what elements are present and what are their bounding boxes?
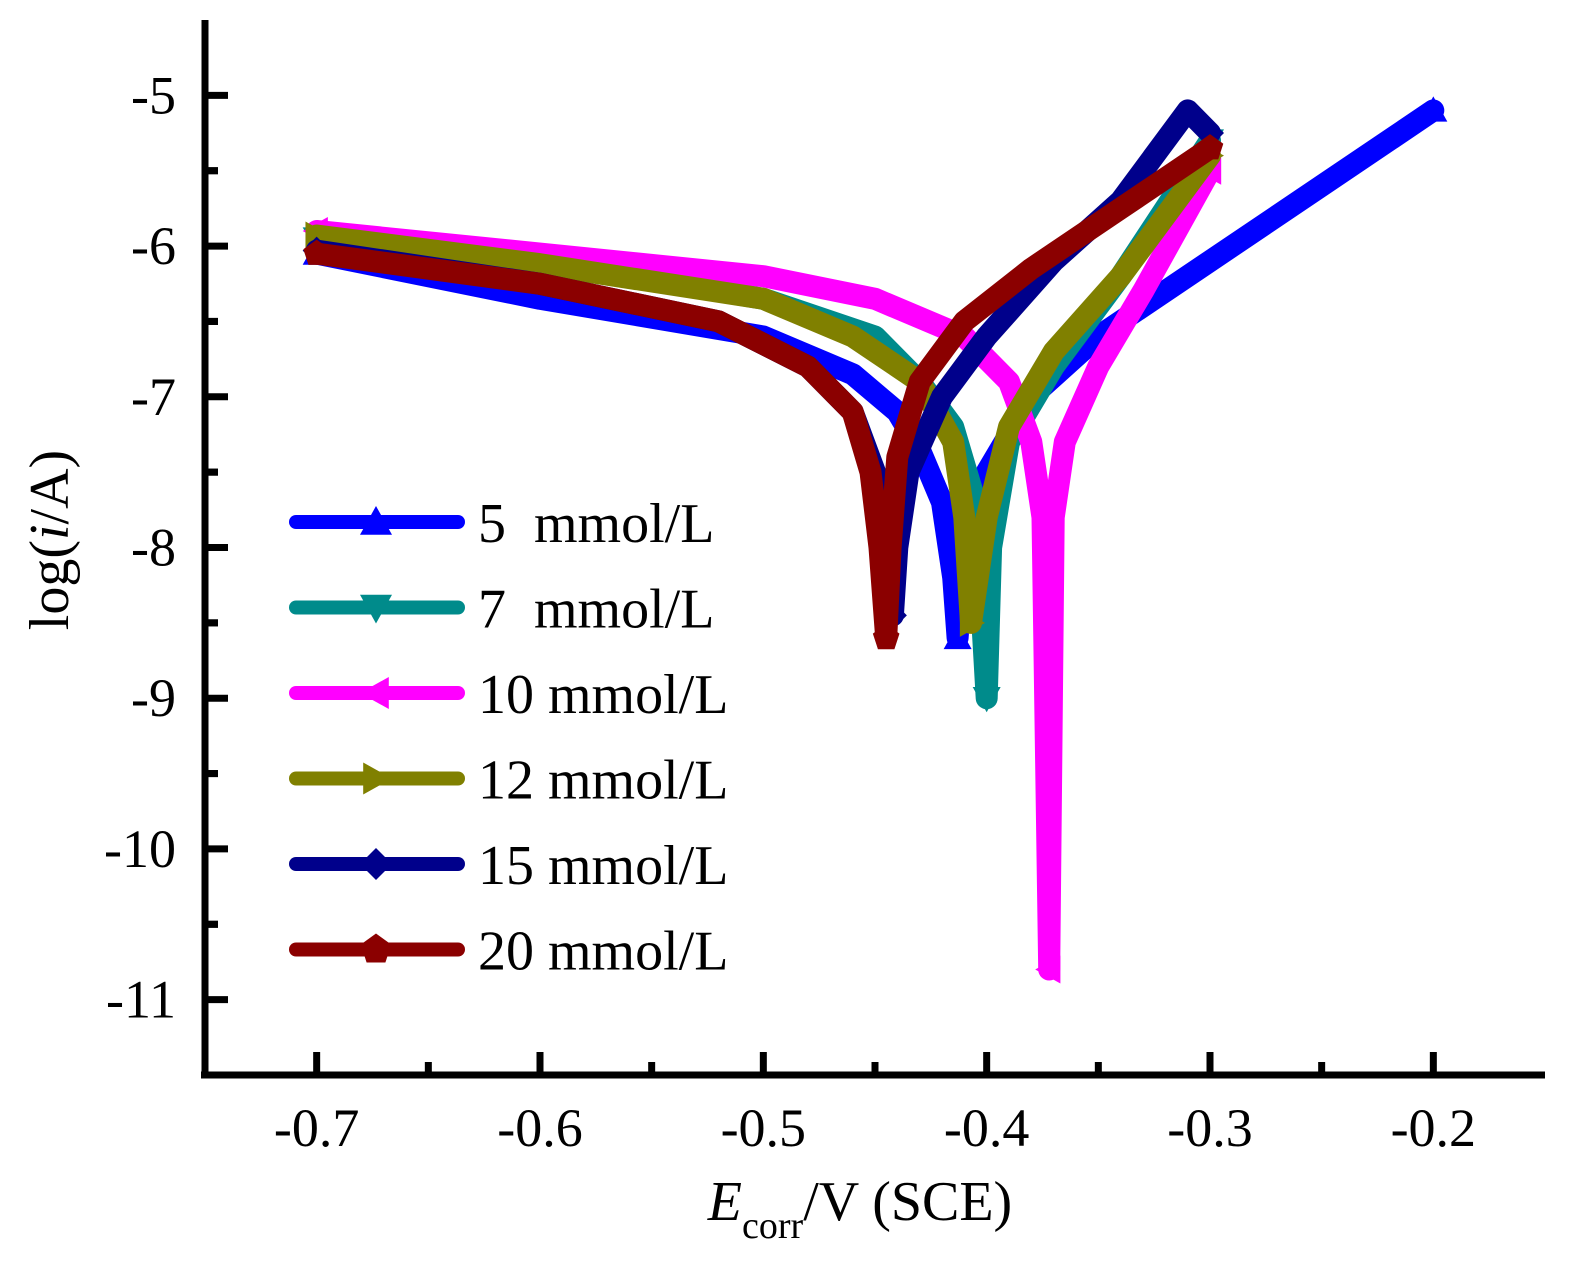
legend-swatch-marker: [360, 594, 392, 624]
series-point: [1196, 134, 1224, 160]
x-tick-label: -0.2: [1391, 1098, 1476, 1158]
legend-item: 12 mmol/L: [289, 750, 728, 812]
series-point: [943, 623, 972, 650]
x-tick-label: -0.7: [274, 1098, 359, 1158]
y-tick-label: -7: [131, 367, 176, 427]
legend-label: 15 mmol/L: [478, 835, 728, 897]
series-point: [1419, 96, 1448, 122]
y-axis-label: log(i/A): [19, 450, 81, 630]
legend-item: 5 mmol/L: [289, 493, 714, 555]
ticks-layer: -0.7 -0.6 -0.5 -0.4 -0.3 -0.2 -5 -6 -7 -8 -9 -10 -11: [104, 65, 1476, 1158]
y-tick-label: -8: [131, 518, 176, 578]
y-tick-label: -11: [106, 970, 176, 1030]
legend-swatch-marker: [363, 762, 392, 795]
legend-item: 10 mmol/L: [289, 664, 728, 726]
legend-swatch-marker: [360, 677, 389, 709]
x-tick-label: -0.6: [497, 1098, 582, 1158]
legend-item: 7 mmol/L: [289, 579, 714, 641]
x-axis-label-sub: corr: [742, 1205, 804, 1247]
series-point: [959, 608, 986, 637]
legend-label: 5 mmol/L: [478, 493, 714, 555]
series-point: [303, 239, 330, 265]
legend-label: 12 mmol/L: [478, 750, 728, 812]
legend-item: 20 mmol/L: [289, 921, 728, 983]
legend-label: 7 mmol/L: [478, 579, 714, 641]
legend: 5 mmol/L 7 mmol/L 10 mmol/L 12 mmol/L 15 mmo…: [289, 493, 728, 983]
y-tick-label: -5: [131, 65, 176, 125]
legend-swatch-marker: [360, 506, 392, 535]
x-axis-label-rest: /V (SCE): [803, 1171, 1012, 1233]
series-line: [305, 159, 1221, 981]
series-layer: [302, 96, 1448, 984]
legend-swatch-marker: [360, 848, 392, 880]
legend-item: 15 mmol/L: [289, 835, 728, 897]
series-point: [1035, 955, 1061, 984]
x-tick-label: -0.3: [1167, 1098, 1252, 1158]
series-point: [972, 687, 1001, 713]
legend-label: 20 mmol/L: [478, 921, 728, 983]
series-point: [872, 623, 900, 650]
series-5: [303, 134, 1224, 650]
y-tick-label: -6: [131, 216, 176, 276]
x-tick-label: -0.4: [944, 1098, 1029, 1158]
x-tick-label: -0.5: [721, 1098, 806, 1158]
y-axis-label-pre: log(: [19, 540, 81, 630]
x-axis-label: Ecorr/V (SCE): [707, 1171, 1012, 1247]
y-axis-label-post: /A): [19, 450, 81, 525]
y-tick-label: -9: [131, 668, 176, 728]
legend-swatch-marker: [360, 933, 392, 963]
series-line: [305, 144, 1221, 634]
y-axis-label-italic: i: [19, 524, 81, 540]
legend-label: 10 mmol/L: [478, 664, 728, 726]
y-tick-label: -10: [104, 819, 176, 879]
x-axis-label-main: E: [707, 1171, 742, 1233]
